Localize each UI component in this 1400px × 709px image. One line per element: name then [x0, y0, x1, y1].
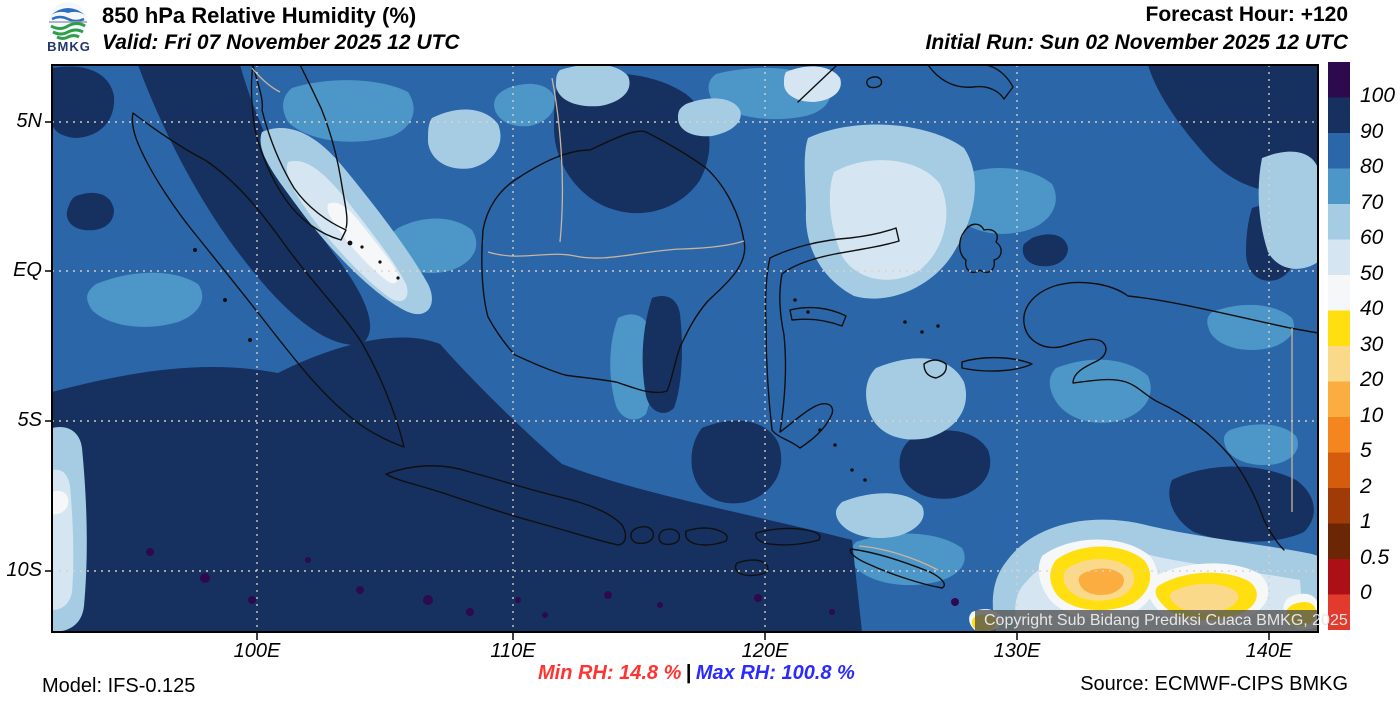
rh-band-70-80: [87, 67, 1298, 586]
colorbar-segment: [1328, 594, 1350, 630]
colorbar-label-60: 60: [1360, 226, 1384, 249]
colorbar-segment: [1328, 97, 1350, 133]
colorbar-segment: [1328, 310, 1350, 346]
initial-run-label: Initial Run: Sun 02 November 2025 12 UTC: [925, 31, 1348, 54]
lat-tick-5s: 5S: [17, 409, 42, 431]
source-label: Source: ECMWF-CIPS BMKG: [1080, 673, 1348, 695]
rh-band-30-40: [971, 546, 1317, 632]
forecast-hour-label: Forecast Hour: +120: [1145, 3, 1349, 26]
valid-time-label: Valid: Fri 07 November 2025 12 UTC: [102, 31, 460, 54]
colorbar-segment: [1328, 346, 1350, 382]
max-rh-label: Max RH: 100.8 %: [695, 662, 855, 684]
copyright-label: Copyright Sub Bidang Prediksi Cuaca BMKG…: [984, 612, 1348, 629]
copyright-bar: [975, 610, 1318, 632]
lat-tick-eq: EQ: [13, 259, 42, 281]
axis-ticks: [45, 121, 1270, 640]
bmkg-logo-text: BMKG: [47, 39, 91, 54]
colorbar-segment: [1328, 133, 1350, 169]
colorbar-segment: [1328, 452, 1350, 488]
rh-band-60-70: [52, 65, 1318, 632]
minmax-separator: |: [685, 662, 692, 684]
colorbar-label-70: 70: [1360, 191, 1384, 214]
colorbar-label-5: 5: [1360, 439, 1372, 462]
page-title: 850 hPa Relative Humidity (%): [102, 3, 417, 28]
colorbar-segment: [1328, 62, 1350, 98]
colorbar-label-30: 30: [1360, 333, 1384, 356]
colorbar-segment: [1328, 275, 1350, 311]
colorbar-label-100: 100: [1360, 84, 1396, 107]
colorbar-label-20: 20: [1360, 368, 1384, 391]
lon-tick-140e: 140E: [1245, 640, 1293, 662]
colorbar-label-40: 40: [1360, 297, 1384, 320]
colorbar: [1328, 62, 1350, 630]
rh-band-10-20: [1078, 568, 1124, 595]
colorbar-segment: [1328, 559, 1350, 595]
colorbar-label-0p5: 0.5: [1360, 546, 1390, 569]
colorbar-label-2: 2: [1360, 475, 1372, 498]
colorbar-label-90: 90: [1360, 120, 1384, 143]
lon-tick-110e: 110E: [490, 640, 536, 662]
model-label: Model: IFS-0.125: [42, 675, 196, 697]
lon-tick-120e: 120E: [741, 640, 789, 662]
colorbar-label-80: 80: [1360, 155, 1384, 178]
colorbar-label-0: 0: [1360, 581, 1372, 604]
lat-tick-5n: 5N: [16, 110, 42, 132]
coastlines: [131, 65, 1318, 589]
colorbar-segment: [1328, 488, 1350, 524]
colorbar-segment: [1328, 381, 1350, 417]
rh-band-above-100-speckles: [146, 548, 1305, 618]
colorbar-label-1: 1: [1360, 510, 1372, 533]
bmkg-logo-icon: [42, 1, 96, 41]
country-borders: [251, 67, 1293, 571]
colorbar-segment: [1328, 417, 1350, 453]
colorbar-segment: [1328, 239, 1350, 275]
colorbar-segment: [1328, 523, 1350, 559]
small-islands: [193, 240, 940, 482]
colorbar-segment: [1328, 204, 1350, 240]
colorbar-label-50: 50: [1360, 262, 1384, 285]
min-rh-label: Min RH: 14.8 %: [538, 662, 682, 684]
map-frame: [51, 64, 1319, 633]
colorbar-label-10: 10: [1360, 404, 1384, 427]
lat-tick-10s: 10S: [6, 559, 42, 581]
minmax-row: Min RH: 14.8 % | Max RH: 100.8 %: [538, 662, 855, 685]
lon-tick-130e: 130E: [993, 640, 1041, 662]
lon-tick-100e: 100E: [233, 640, 281, 662]
map-contour-field: [52, 65, 1318, 632]
rh-band-90-100: [52, 65, 1318, 632]
colorbar-segment: [1328, 168, 1350, 204]
